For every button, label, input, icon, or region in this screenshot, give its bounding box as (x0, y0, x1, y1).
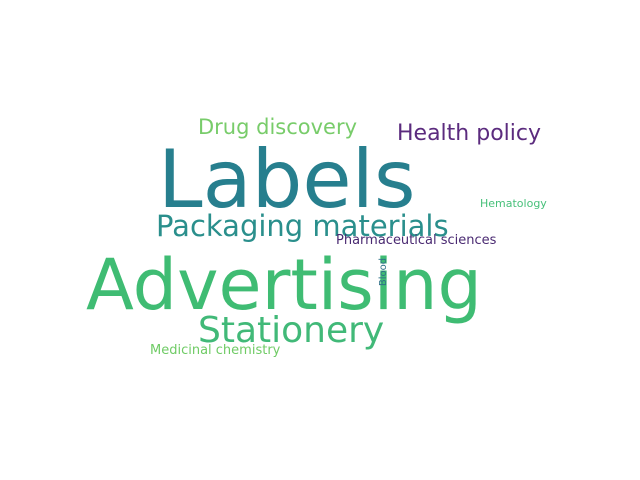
word-drug-discovery: Drug discovery (198, 115, 358, 139)
word-blood: Blood (378, 257, 390, 287)
word-advertising: Advertising (86, 244, 482, 326)
word-hematology: Hematology (480, 197, 547, 210)
word-medicinal-chemistry: Medicinal chemistry (150, 343, 281, 358)
word-packaging-materials: Packaging materials (156, 209, 449, 243)
word-health-policy: Health policy (397, 121, 541, 146)
word-pharmaceutical-sciences: Pharmaceutical sciences (336, 233, 497, 248)
word-stationery: Stationery (198, 310, 385, 351)
word-labels: Labels (158, 133, 416, 226)
